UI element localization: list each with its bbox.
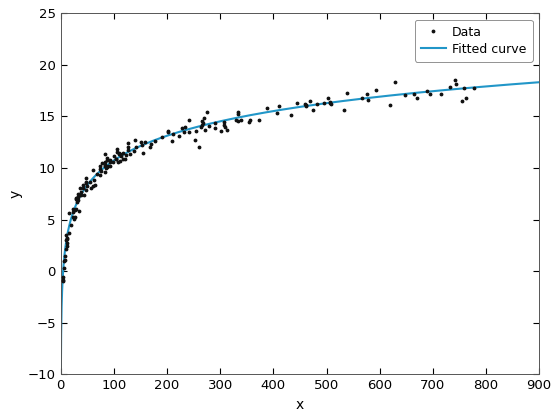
Data [223,127,230,132]
Data [102,163,109,168]
Fitted curve [522,81,529,86]
Legend: Data, Fitted curve: Data, Fitted curve [415,20,533,62]
Data [82,187,89,192]
Line: Fitted curve: Fitted curve [61,82,539,367]
Data [235,110,241,115]
Fitted curve [58,365,64,370]
Y-axis label: y: y [8,190,22,198]
X-axis label: x: x [296,398,304,412]
Data [452,77,459,82]
Data [86,179,93,184]
Line: Data: Data [60,77,477,284]
Fitted curve [521,81,528,86]
Fitted curve [277,108,284,113]
Fitted curve [82,185,88,190]
Fitted curve [434,88,441,93]
Fitted curve [290,105,297,110]
Data [212,120,218,125]
Data [59,274,66,279]
Data [423,88,430,93]
Data [59,278,66,284]
Fitted curve [536,80,543,85]
